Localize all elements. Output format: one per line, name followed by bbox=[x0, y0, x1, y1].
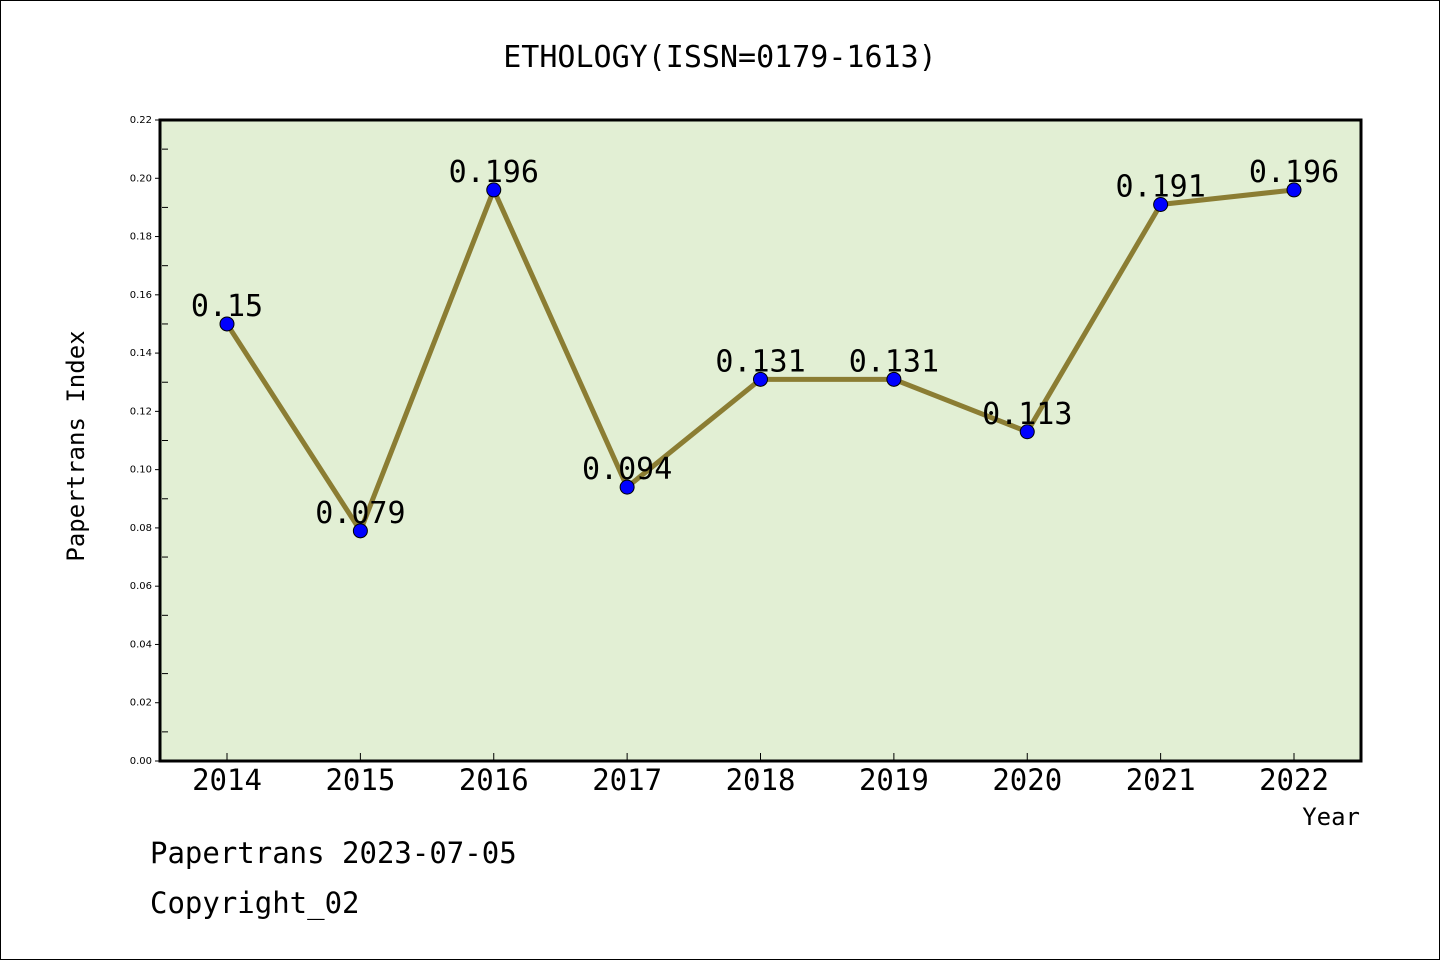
data-label: 0.191 bbox=[1115, 169, 1205, 204]
y-tick-label: 0.00 bbox=[130, 756, 152, 767]
x-tick-label: 2016 bbox=[459, 763, 529, 797]
x-axis: 2014 2015 2016 2017 2018 2019 2020 2021 2022 bbox=[192, 753, 1329, 797]
y-tick-label: 0.20 bbox=[130, 173, 152, 184]
data-label: 0.079 bbox=[315, 496, 405, 531]
data-label: 0.15 bbox=[191, 289, 263, 324]
y-tick-label: 0.04 bbox=[130, 639, 152, 650]
data-label: 0.094 bbox=[582, 452, 672, 487]
data-point bbox=[1286, 182, 1302, 198]
x-tick-label: 2019 bbox=[859, 763, 929, 797]
y-tick-label: 0.12 bbox=[130, 406, 152, 417]
data-point bbox=[619, 479, 635, 495]
y-axis: 0.00 0.02 0.04 0.06 0.08 0.10 0.12 0.14 0.16 0.18… bbox=[130, 115, 168, 767]
y-tick-label: 0.16 bbox=[130, 290, 152, 301]
data-label: 0.131 bbox=[849, 344, 939, 379]
data-point bbox=[486, 182, 502, 198]
x-tick-label: 2018 bbox=[726, 763, 796, 797]
x-tick-label: 2021 bbox=[1126, 763, 1196, 797]
y-tick-label: 0.18 bbox=[130, 232, 152, 243]
data-label: 0.131 bbox=[715, 344, 805, 379]
y-tick-label: 0.06 bbox=[130, 581, 152, 592]
data-labels: 0.15 0.079 0.196 0.094 0.131 0.131 0.113 0.191 0… bbox=[191, 155, 1339, 531]
plot-area bbox=[158, 118, 1363, 763]
y-tick-label: 0.22 bbox=[130, 115, 152, 126]
data-point bbox=[1153, 196, 1169, 212]
chart-title: ETHOLOGY(ISSN=0179-1613) bbox=[503, 40, 936, 75]
y-axis-title: Papertrans Index bbox=[62, 330, 90, 561]
data-label: 0.196 bbox=[449, 155, 539, 190]
y-tick-label: 0.02 bbox=[130, 698, 152, 709]
x-tick-label: 2022 bbox=[1259, 763, 1329, 797]
data-point bbox=[886, 371, 902, 387]
footer-copyright: Copyright_02 bbox=[150, 886, 360, 920]
x-tick-label: 2020 bbox=[992, 763, 1062, 797]
data-point bbox=[1019, 424, 1035, 440]
data-point bbox=[219, 316, 235, 332]
x-tick-label: 2014 bbox=[192, 763, 262, 797]
footer-date: Papertrans 2023-07-05 bbox=[150, 836, 517, 870]
data-point bbox=[753, 371, 768, 387]
y-tick-label: 0.14 bbox=[130, 348, 152, 359]
x-tick-label: 2015 bbox=[325, 763, 395, 797]
series-line-group bbox=[219, 182, 1302, 539]
y-tick-label: 0.10 bbox=[130, 465, 152, 476]
x-tick-label: 2017 bbox=[592, 763, 662, 797]
x-axis-title: Year bbox=[1302, 803, 1360, 831]
y-tick-label: 0.08 bbox=[130, 523, 152, 534]
data-point bbox=[352, 523, 368, 539]
data-label: 0.113 bbox=[982, 397, 1072, 432]
data-label: 0.196 bbox=[1249, 155, 1339, 190]
